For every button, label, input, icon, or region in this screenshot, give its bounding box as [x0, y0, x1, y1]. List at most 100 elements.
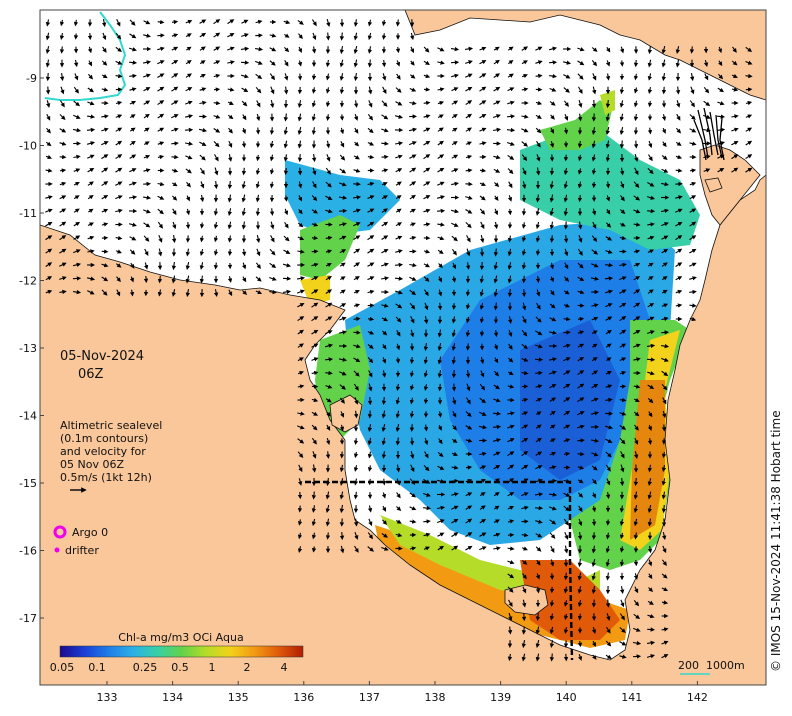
- velocity-arrow: [689, 221, 697, 227]
- velocity-arrow: [144, 248, 149, 256]
- velocity-arrow: [521, 128, 529, 133]
- velocity-arrow: [88, 60, 93, 67]
- velocity-arrow: [115, 46, 122, 53]
- legend-line-4: 05 Nov 06Z: [60, 458, 124, 471]
- velocity-arrow: [675, 46, 681, 54]
- velocity-arrow: [675, 235, 683, 241]
- velocity-arrow: [45, 141, 52, 147]
- velocity-arrow: [101, 154, 109, 160]
- velocity-arrow: [647, 182, 655, 187]
- velocity-arrow: [255, 234, 261, 244]
- velocity-arrow: [325, 316, 333, 321]
- island-east-small: [704, 177, 723, 193]
- velocity-arrow: [437, 181, 445, 186]
- velocity-arrow: [242, 114, 247, 121]
- sealevel-contour: [44, 11, 127, 101]
- velocity-arrow: [605, 126, 610, 136]
- colorbar-title: Chl-a mg/m3 OCi Aqua: [118, 631, 243, 644]
- velocity-arrow: [270, 235, 275, 243]
- velocity-arrow: [241, 262, 247, 270]
- velocity-arrow: [171, 235, 177, 244]
- velocity-arrow: [619, 276, 627, 281]
- landmass-northeast: [404, 10, 766, 101]
- velocity-arrow: [675, 154, 683, 160]
- velocity-arrow: [689, 276, 697, 281]
- velocity-arrow: [591, 249, 599, 255]
- velocity-arrow: [633, 113, 639, 122]
- lon-tick-label: 142: [687, 691, 708, 704]
- velocity-arrow: [129, 154, 137, 159]
- velocity-arrow: [451, 222, 459, 227]
- velocity-arrow: [493, 114, 501, 119]
- velocity-arrow: [395, 262, 404, 268]
- velocity-arrow: [87, 167, 95, 173]
- velocity-arrow: [312, 32, 317, 41]
- velocity-arrow: [395, 181, 402, 186]
- velocity-arrow: [689, 195, 697, 200]
- velocity-arrow: [340, 276, 346, 281]
- lat-tick-label: -17: [19, 612, 37, 625]
- velocity-arrow: [591, 140, 597, 149]
- velocity-arrow: [535, 370, 543, 376]
- velocity-arrow: [717, 46, 723, 54]
- velocity-arrow: [381, 397, 387, 406]
- lon-tick-label: 136: [293, 691, 314, 704]
- velocity-arrow: [577, 194, 583, 203]
- velocity-arrow: [507, 248, 513, 257]
- velocity-arrow: [157, 100, 165, 106]
- velocity-arrow: [241, 127, 247, 134]
- colorbar-tick-label: 0.1: [88, 661, 106, 674]
- velocity-arrow: [395, 235, 403, 240]
- velocity-arrow: [577, 316, 585, 322]
- velocity-arrow: [325, 32, 331, 41]
- velocity-arrow: [269, 154, 275, 162]
- velocity-arrow: [591, 47, 598, 52]
- velocity-arrow: [535, 167, 541, 176]
- velocity-arrow: [634, 167, 639, 176]
- velocity-arrow: [675, 262, 683, 267]
- velocity-arrow: [690, 86, 695, 95]
- velocity-arrow: [284, 33, 290, 38]
- velocity-arrow: [367, 262, 375, 267]
- velocity-arrow: [535, 100, 543, 106]
- velocity-arrow: [577, 168, 583, 175]
- velocity-arrow: [577, 221, 583, 230]
- velocity-arrow: [129, 73, 137, 79]
- velocity-arrow: [339, 127, 345, 135]
- velocity-arrow: [479, 127, 487, 132]
- velocity-arrow: [185, 261, 191, 271]
- velocity-arrow: [508, 181, 513, 189]
- velocity-arrow: [157, 181, 165, 187]
- velocity-arrow: [549, 235, 555, 243]
- velocity-arrow: [213, 221, 219, 230]
- scale-label-1000m: 1000m: [706, 659, 745, 672]
- velocity-arrow: [171, 19, 179, 25]
- velocity-arrow: [521, 74, 528, 79]
- velocity-arrow: [661, 154, 668, 161]
- velocity-arrow: [255, 276, 262, 282]
- velocity-arrow: [353, 222, 361, 227]
- velocity-arrow: [507, 60, 514, 65]
- velocity-arrow: [158, 234, 163, 243]
- velocity-arrow: [521, 222, 527, 229]
- velocity-arrow: [228, 140, 233, 148]
- velocity-arrow: [59, 168, 67, 173]
- velocity-arrow: [409, 167, 417, 173]
- velocity-arrow: [59, 128, 67, 133]
- velocity-arrow: [199, 73, 206, 78]
- velocity-arrow: [325, 289, 333, 294]
- velocity-arrow: [171, 289, 177, 297]
- velocity-arrow: [745, 140, 753, 146]
- velocity-arrow: [535, 208, 541, 216]
- velocity-arrow: [227, 180, 233, 190]
- velocity-arrow: [633, 222, 641, 227]
- velocity-arrow: [171, 127, 179, 132]
- velocity-arrow: [619, 209, 626, 214]
- velocity-arrow: [493, 261, 499, 271]
- velocity-arrow: [465, 141, 473, 146]
- velocity-arrow: [325, 87, 331, 94]
- velocity-arrow: [717, 87, 725, 93]
- velocity-arrow: [563, 181, 569, 189]
- velocity-arrow: [381, 182, 388, 187]
- velocity-arrow: [339, 262, 346, 267]
